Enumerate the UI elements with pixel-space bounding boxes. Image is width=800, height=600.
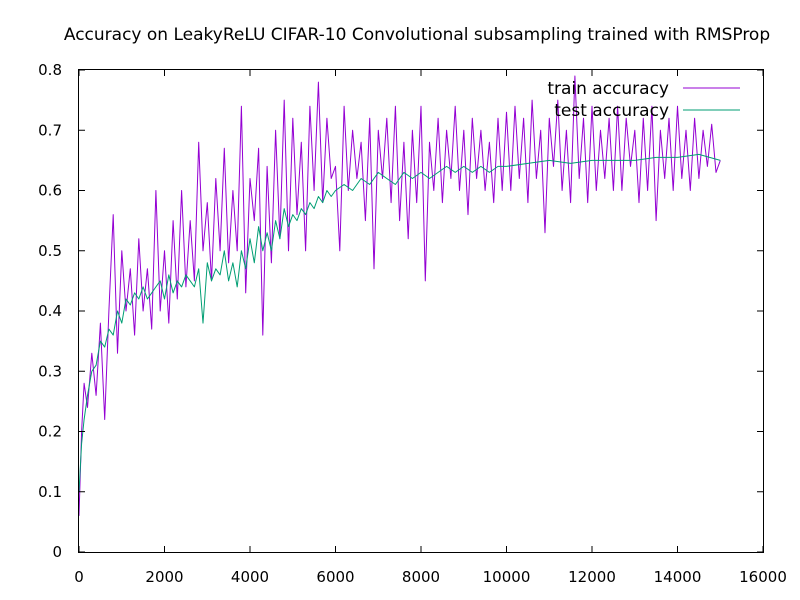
y-tick-label: 0.4 <box>38 302 62 320</box>
y-tick-label: 0.8 <box>38 61 62 79</box>
axes: 0 2000 4000 6000 8000 10000 12000 14000 16000 0 0.… <box>38 61 787 586</box>
legend-label-1: test accuracy <box>554 101 669 121</box>
x-tick-label: 16000 <box>739 568 787 586</box>
y-tick-label: 0.3 <box>38 362 62 380</box>
x-tick-label: 0 <box>74 568 84 586</box>
plot-lines <box>78 75 721 516</box>
y-tick-label: 0.2 <box>38 423 62 441</box>
legend-label-0: train accuracy <box>547 79 669 99</box>
x-tick-label: 8000 <box>402 568 440 586</box>
x-tick-label: 2000 <box>145 568 183 586</box>
chart-title: Accuracy on LeakyReLU CIFAR-10 Convoluti… <box>64 25 770 45</box>
x-tick-label: 12000 <box>568 568 616 586</box>
y-tick-label: 0.1 <box>38 483 62 501</box>
series-line-0 <box>78 75 721 516</box>
x-tick-label: 4000 <box>231 568 269 586</box>
y-tick-label: 0.6 <box>38 182 62 200</box>
x-tick-label: 10000 <box>483 568 531 586</box>
y-tick-label: 0 <box>52 543 62 561</box>
x-tick-label: 6000 <box>316 568 354 586</box>
x-tick-label: 14000 <box>654 568 702 586</box>
plot-frame <box>78 69 764 553</box>
y-tick-label: 0.7 <box>38 121 62 139</box>
series-line-1 <box>78 153 721 492</box>
y-tick-label: 0.5 <box>38 242 62 260</box>
